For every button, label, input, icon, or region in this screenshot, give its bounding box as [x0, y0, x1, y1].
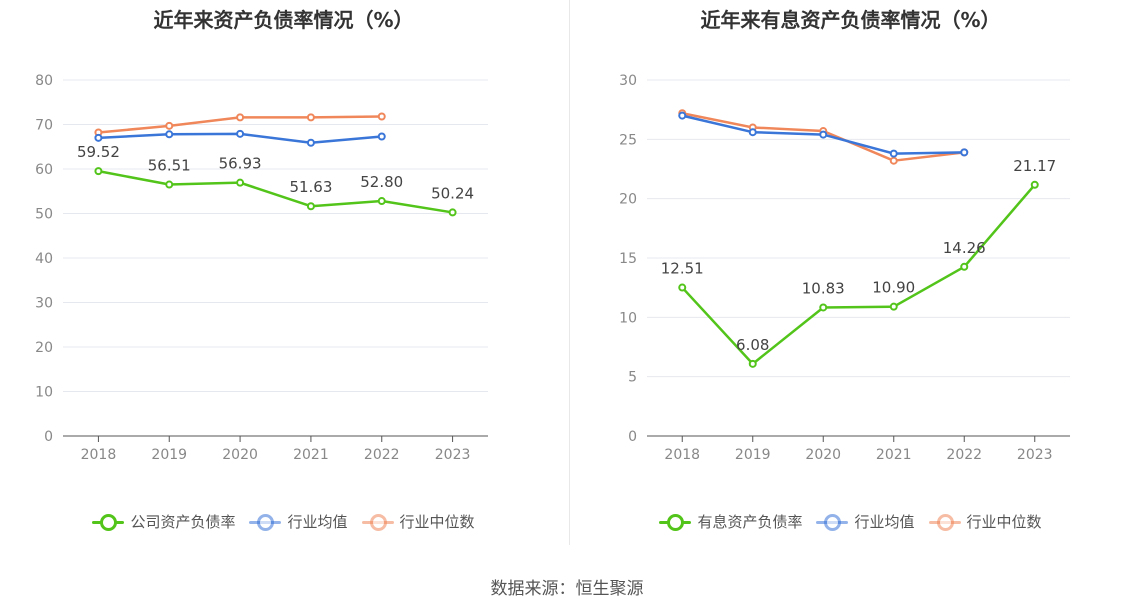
x-tick-label: 2018: [664, 447, 700, 463]
x-tick-label: 2023: [435, 447, 471, 463]
legend-series-line-icon: [92, 513, 125, 531]
y-tick-label: 10: [619, 310, 637, 326]
y-tick-label: 80: [35, 73, 53, 89]
legend-series-line-icon: [816, 513, 849, 531]
y-tick-label: 60: [35, 162, 53, 178]
legend-item-industry-mean[interactable]: 行业均值: [816, 511, 915, 532]
y-tick-label: 25: [619, 132, 637, 148]
y-tick-label: 20: [619, 192, 637, 208]
y-tick-label: 30: [619, 73, 637, 89]
data-label: 10.90: [872, 279, 915, 297]
right-chart-legend: 有息资产负债率 行业均值 行业中位数: [567, 511, 1134, 532]
y-tick-label: 0: [44, 429, 53, 445]
data-point: [377, 132, 386, 141]
data-label: 6.08: [736, 336, 769, 354]
y-tick-label: 0: [628, 429, 637, 445]
x-tick-label: 2020: [222, 447, 258, 463]
data-point: [960, 262, 969, 271]
series-line: [98, 169, 453, 214]
x-tick-label: 2022: [946, 447, 982, 463]
y-tick-label: 30: [35, 296, 53, 312]
data-label: 59.52: [77, 143, 120, 161]
data-point: [1030, 180, 1039, 189]
right-chart-title: 近年来有息资产负债率情况（%）: [700, 8, 1001, 32]
data-label: 56.51: [148, 157, 191, 175]
data-point: [236, 113, 245, 122]
legend-item-industry-mean[interactable]: 行业均值: [249, 511, 348, 532]
legend-item-interest-bearing-debt-ratio[interactable]: 有息资产负债率: [659, 511, 802, 532]
data-point: [236, 178, 245, 187]
x-tick-label: 2023: [1017, 447, 1053, 463]
right-chart-plot: 0 5 10 15 20 25 30 2018 2019 2020 2021 2022 2023 12.5…: [619, 73, 1070, 463]
y-tick-label: 5: [628, 370, 637, 386]
data-point: [165, 121, 174, 130]
panel-divider: [569, 0, 570, 545]
y-tick-label: 15: [619, 251, 637, 267]
data-point: [377, 112, 386, 121]
data-point: [748, 128, 757, 137]
legend-series-line-icon: [928, 513, 961, 531]
data-point: [306, 113, 315, 122]
y-tick-label: 40: [35, 251, 53, 267]
data-point: [94, 167, 103, 176]
left-chart-plot: 0 10 20 30 40 50 60 70 80 2018 2019 2020 2021 2022 202…: [35, 73, 488, 463]
legend-series-line-icon: [659, 513, 692, 531]
data-point: [889, 156, 898, 165]
data-point: [889, 302, 898, 311]
legend-item-company-debt-ratio[interactable]: 公司资产负债率: [92, 511, 235, 532]
data-point: [678, 283, 687, 292]
data-label: 21.17: [1013, 157, 1056, 175]
legend-item-industry-median[interactable]: 行业中位数: [361, 511, 475, 532]
data-label: 52.80: [360, 173, 403, 191]
y-tick-label: 20: [35, 340, 53, 356]
y-tick-label: 70: [35, 118, 53, 134]
data-point: [889, 149, 898, 158]
x-tick-label: 2022: [364, 447, 400, 463]
data-point: [94, 133, 103, 142]
data-point: [236, 129, 245, 138]
right-chart-panel: 近年来有息资产负债率情况（%） 0 5 10 15 20 25 30 2018 2019 2020…: [567, 0, 1134, 555]
data-point: [678, 111, 687, 120]
legend-series-line-icon: [249, 513, 282, 531]
left-chart-title: 近年来资产负债率情况（%）: [153, 8, 414, 32]
legend-item-industry-median[interactable]: 行业中位数: [928, 511, 1042, 532]
legend-label: 行业均值: [854, 513, 915, 531]
legend-label: 行业中位数: [399, 513, 475, 531]
data-point: [377, 197, 386, 206]
series-line: [681, 183, 1036, 366]
data-point: [819, 130, 828, 139]
legend-label: 行业均值: [287, 513, 348, 531]
data-point: [306, 202, 315, 211]
y-tick-label: 50: [35, 207, 53, 223]
data-label: 50.24: [431, 184, 474, 202]
data-point: [448, 208, 457, 217]
x-tick-label: 2019: [735, 447, 771, 463]
data-point: [748, 359, 757, 368]
legend-label: 行业中位数: [966, 513, 1042, 531]
x-tick-label: 2021: [293, 447, 329, 463]
legend-label: 公司资产负债率: [130, 513, 236, 531]
data-point: [960, 148, 969, 157]
data-point: [819, 303, 828, 312]
data-label: 10.83: [802, 279, 845, 297]
data-label: 51.63: [289, 178, 332, 196]
data-label: 56.93: [219, 155, 262, 173]
x-tick-label: 2019: [151, 447, 187, 463]
legend-series-line-icon: [361, 513, 394, 531]
data-point: [165, 130, 174, 139]
y-tick-label: 10: [35, 385, 53, 401]
x-tick-label: 2018: [81, 447, 117, 463]
data-source-note: 数据来源：恒生聚源: [490, 579, 644, 599]
data-label: 14.26: [943, 239, 986, 257]
left-chart-legend: 公司资产负债率 行业均值 行业中位数: [0, 511, 567, 532]
data-label: 12.51: [661, 260, 704, 278]
x-tick-label: 2021: [876, 447, 912, 463]
legend-label: 有息资产负债率: [697, 513, 803, 531]
left-chart-panel: 近年来资产负债率情况（%） 0 10 20 30 40 50 60 70 80 2018 2019 2…: [0, 0, 567, 555]
data-point: [306, 138, 315, 147]
data-point: [165, 180, 174, 189]
x-tick-label: 2020: [805, 447, 841, 463]
